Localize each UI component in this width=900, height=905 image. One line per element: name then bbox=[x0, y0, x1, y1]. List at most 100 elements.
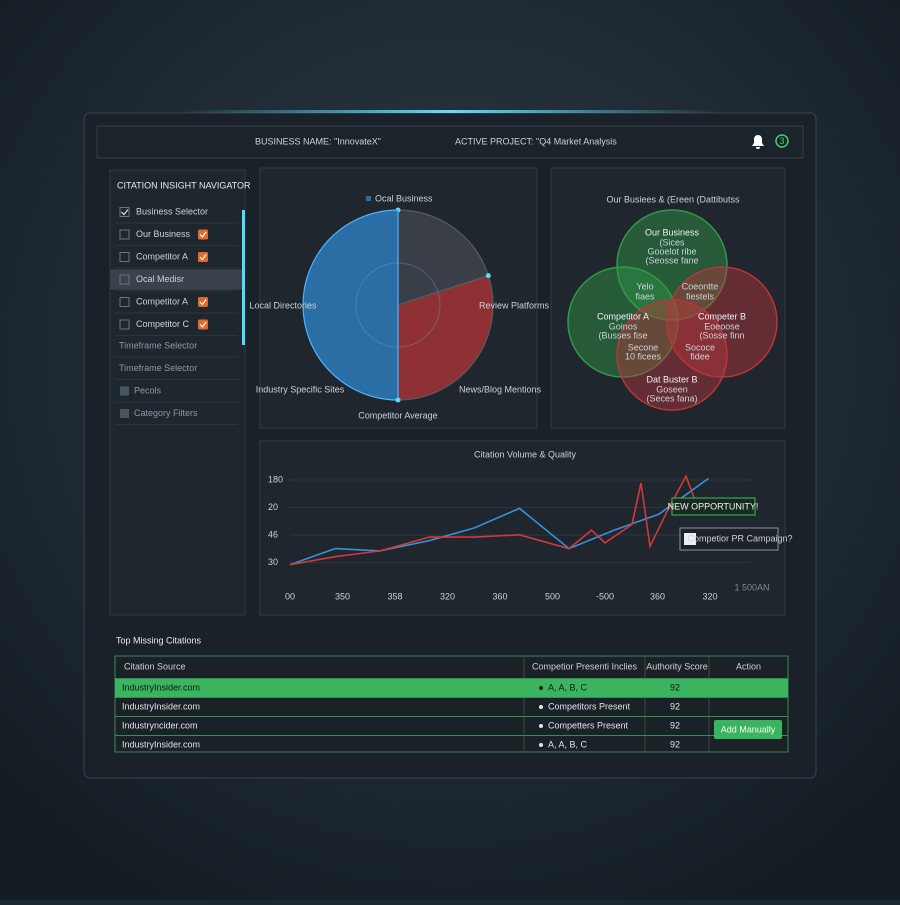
badge-count: 3 bbox=[779, 136, 784, 146]
table-title: Top Missing Citations bbox=[116, 635, 202, 645]
pie-slice bbox=[397, 209, 490, 306]
venn-label: Competer B bbox=[698, 311, 746, 321]
column-header: Authority Score bbox=[646, 661, 708, 671]
pie-label: Competitor Average bbox=[358, 410, 437, 420]
flag-checkbox[interactable] bbox=[198, 229, 208, 240]
sidebar-section[interactable]: Timeframe Selector bbox=[119, 340, 197, 350]
venn-overlap: 10 ficees bbox=[625, 351, 662, 361]
pie-ring bbox=[355, 262, 441, 348]
venn-panel bbox=[550, 167, 786, 429]
sidebar-item[interactable]: Competitor C bbox=[136, 319, 190, 329]
sidebar-item[interactable]: Ocal Medisr bbox=[136, 274, 184, 284]
venn-sub: (Sosse finn bbox=[699, 330, 744, 340]
x-tick-label: 320 bbox=[702, 591, 717, 601]
table-cell: 92 bbox=[670, 701, 680, 711]
checkbox[interactable] bbox=[119, 229, 130, 240]
annotation: NEW OPPORTUNITY! bbox=[668, 501, 759, 511]
checkbox[interactable] bbox=[119, 297, 130, 307]
section-box bbox=[120, 409, 129, 418]
table-cell: Competters Present bbox=[548, 720, 629, 730]
sidebar-item[interactable]: Competitor A bbox=[136, 251, 188, 261]
pie-legend: Ocal Business bbox=[375, 193, 433, 203]
flag-check bbox=[199, 254, 207, 261]
checkbox[interactable] bbox=[119, 274, 130, 285]
sidebar-item[interactable]: Competitor A bbox=[136, 296, 188, 306]
column-header: Competior Presenti Inclies bbox=[532, 661, 638, 671]
table-cell: 92 bbox=[670, 720, 680, 730]
pie-label: Local Directories bbox=[249, 300, 317, 310]
venn-title: Our Busiees & (Ereen (Dattibutss bbox=[606, 194, 740, 204]
annotation-box bbox=[671, 497, 756, 516]
venn-overlap: fidee bbox=[690, 351, 710, 361]
flag-check bbox=[199, 231, 207, 238]
venn-sub: (Sices bbox=[659, 237, 685, 247]
axis-note: 1 500AN bbox=[734, 582, 769, 592]
annotation-icon bbox=[684, 533, 696, 545]
y-tick-label: 46 bbox=[268, 529, 278, 539]
column-header: Action bbox=[736, 661, 761, 671]
sidebar-section[interactable]: Category Filters bbox=[134, 408, 198, 418]
pie-label: Review Platforms bbox=[479, 300, 550, 310]
table-cell: 92 bbox=[670, 682, 680, 692]
annotation-box bbox=[679, 527, 779, 551]
sidebar-item[interactable]: Business Selector bbox=[136, 206, 208, 216]
venn-sub: Gooelot ribe bbox=[647, 246, 696, 256]
venn-label: Dat Buster B bbox=[646, 374, 697, 384]
pie-slice bbox=[302, 209, 399, 401]
flag-check bbox=[199, 321, 207, 328]
line-series bbox=[289, 477, 709, 566]
glow bbox=[180, 110, 720, 113]
venn-label: Competitor A bbox=[597, 311, 649, 321]
section-box bbox=[120, 386, 129, 396]
scrollbar bbox=[242, 210, 245, 345]
sidebar bbox=[109, 169, 246, 616]
venn-sub: (Busses fise bbox=[598, 330, 647, 340]
table-cell: IndustryInsider.com bbox=[122, 739, 200, 749]
bell-icon[interactable] bbox=[752, 135, 764, 149]
table-cell: IndustryInsider.com bbox=[122, 701, 200, 711]
bullet bbox=[539, 724, 543, 728]
sidebar-section[interactable]: Timeframe Selector bbox=[119, 363, 197, 373]
flag-checkbox[interactable] bbox=[198, 297, 208, 307]
x-tick-label: -500 bbox=[596, 591, 614, 601]
active-project: ACTIVE PROJECT: "Q4 Market Analysis bbox=[455, 136, 617, 146]
venn-overlap: Coeontte bbox=[682, 281, 719, 291]
venn-overlap: fiestels bbox=[686, 291, 715, 301]
venn-sub: (Seosse fane bbox=[645, 255, 698, 265]
y-tick-label: 180 bbox=[268, 474, 283, 484]
table-cell: Competitors Present bbox=[548, 701, 631, 711]
flag-checkbox[interactable] bbox=[198, 319, 208, 330]
checkbox[interactable] bbox=[119, 252, 130, 262]
venn-overlap: Sococe bbox=[685, 342, 715, 352]
venn-sub: Goseen bbox=[656, 384, 688, 394]
action-button-label[interactable]: Add Manually bbox=[721, 724, 776, 734]
venn-circle bbox=[567, 266, 679, 378]
sidebar-item[interactable]: Our Business bbox=[136, 229, 191, 239]
x-tick-label: 350 bbox=[335, 591, 350, 601]
table-cell: Industryncider.com bbox=[122, 720, 198, 730]
x-tick-label: 360 bbox=[650, 591, 665, 601]
sidebar-highlight bbox=[110, 269, 242, 290]
venn-overlap: fiaes bbox=[635, 291, 655, 301]
sidebar-title: CITATION INSIGHT NAVIGATOR bbox=[117, 180, 251, 190]
sidebar-section[interactable]: Pecols bbox=[134, 385, 162, 395]
flag-checkbox[interactable] bbox=[198, 252, 208, 262]
x-tick-label: 360 bbox=[492, 591, 507, 601]
bullet bbox=[539, 686, 543, 690]
action-button[interactable] bbox=[714, 720, 782, 739]
checkbox[interactable] bbox=[119, 319, 130, 330]
x-tick-label: 500 bbox=[545, 591, 560, 601]
line-series bbox=[289, 474, 696, 566]
y-tick-label: 20 bbox=[268, 502, 278, 512]
x-tick-label: 320 bbox=[440, 591, 455, 601]
venn-sub: (Seces fana) bbox=[646, 393, 697, 403]
checkbox[interactable] bbox=[119, 207, 130, 217]
bullet bbox=[539, 743, 543, 747]
venn-circle bbox=[616, 209, 728, 321]
venn-circle bbox=[616, 299, 728, 411]
column-header: Citation Source bbox=[124, 661, 186, 671]
row-highlight bbox=[115, 678, 788, 698]
business-name: BUSINESS NAME: "InnovateX" bbox=[255, 136, 381, 146]
